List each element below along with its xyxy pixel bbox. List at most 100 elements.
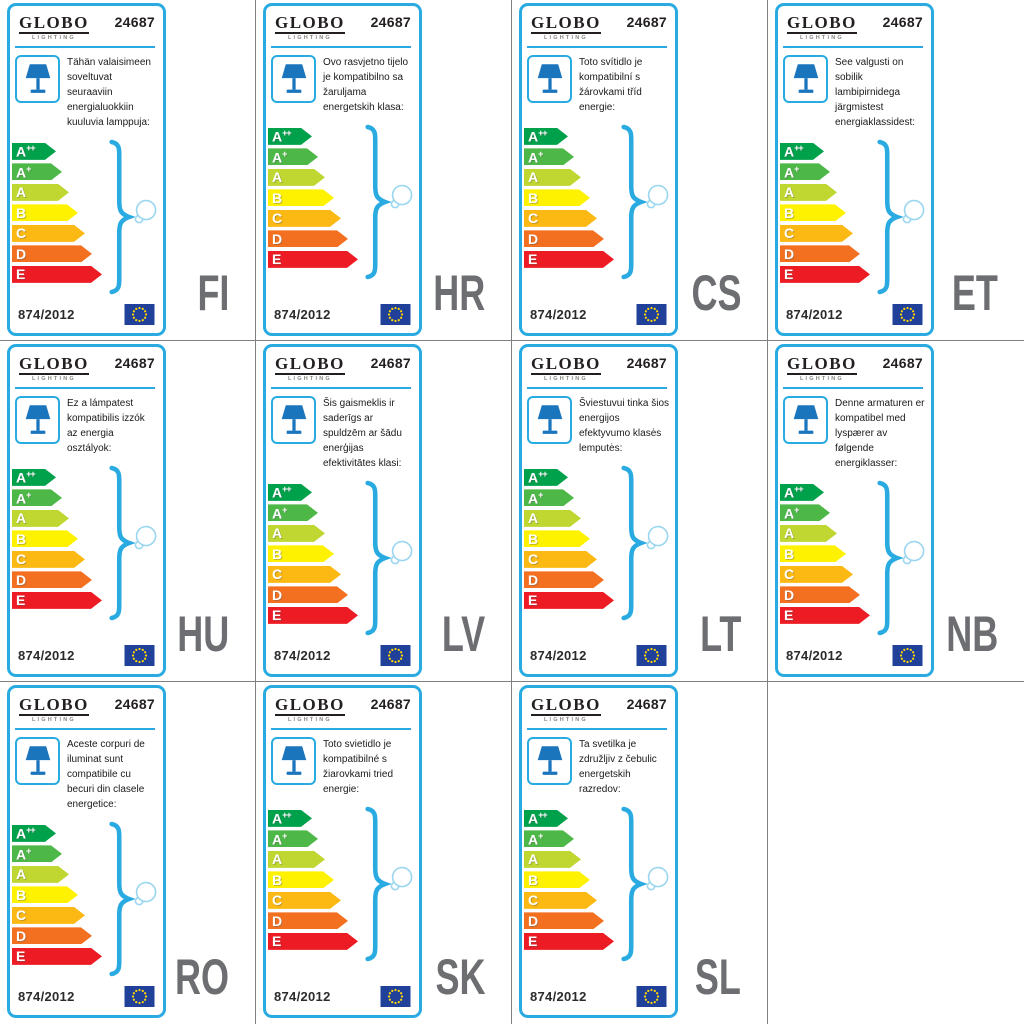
brand-subtitle: LIGHTING xyxy=(799,34,844,41)
eu-flag-icon xyxy=(636,304,667,325)
energy-class-arrow-a+: A+ xyxy=(780,504,830,521)
energy-class-arrows: A++ A+ A B C D E xyxy=(524,469,675,609)
energy-class-letter: B xyxy=(528,871,539,888)
energy-class-arrow-b: B xyxy=(780,204,846,221)
info-row: Denne armaturen er kompatibel med lyspær… xyxy=(778,389,931,471)
energy-class-letter: A xyxy=(16,184,27,201)
label-cell: GLOBO LIGHTING 24687 Ta svetilka xyxy=(512,682,768,1024)
energy-class-arrow-d: D xyxy=(12,571,92,588)
energy-class-letter: A++ xyxy=(528,128,547,145)
energy-class-arrow-a: A xyxy=(268,169,325,186)
label-cell: GLOBO LIGHTING 24687 Toto svietid xyxy=(256,682,512,1024)
compatibility-text: Ez a lámpatest kompatibilis izzók az ene… xyxy=(67,397,145,454)
curly-brace-icon xyxy=(109,821,136,977)
energy-class-letter: C xyxy=(272,566,283,583)
table-lamp-icon xyxy=(271,736,316,785)
energy-scale: A++ A+ A B C D E xyxy=(10,139,163,295)
energy-class-letter: A xyxy=(272,169,283,186)
brand-name: GLOBO xyxy=(275,695,345,716)
regulation-number: 874/2012 xyxy=(786,307,843,322)
energy-class-letter: A xyxy=(272,851,283,868)
language-code: NB xyxy=(946,606,998,662)
energy-class-letter: C xyxy=(16,551,27,568)
energy-class-letter: B xyxy=(16,530,27,547)
regulation-number: 874/2012 xyxy=(786,648,843,663)
energy-class-letter: A+ xyxy=(784,163,799,181)
energy-class-letter: A++ xyxy=(16,469,35,486)
energy-class-letter: B xyxy=(784,204,795,221)
energy-class-arrow-c: C xyxy=(268,210,341,227)
label-cell: GLOBO LIGHTING 24687 Toto svítidl xyxy=(512,0,768,341)
energy-class-arrow-a++: A++ xyxy=(12,469,56,486)
model-number: 24687 xyxy=(114,14,155,30)
brand-name: GLOBO xyxy=(19,13,89,34)
brand-subtitle: LIGHTING xyxy=(799,375,844,382)
energy-class-letter: A++ xyxy=(272,128,291,145)
energy-class-letter: C xyxy=(528,892,539,909)
energy-class-arrow-a++: A++ xyxy=(268,484,312,501)
energy-scale: A++ A+ A B C D E xyxy=(522,465,675,621)
curly-brace-icon xyxy=(621,465,648,621)
table-lamp-icon xyxy=(271,54,316,103)
table-lamp-icon xyxy=(783,54,828,103)
energy-class-arrow-b: B xyxy=(268,871,334,888)
energy-class-arrow-a++: A++ xyxy=(12,825,56,842)
energy-class-arrow-c: C xyxy=(268,892,341,909)
eu-flag-icon xyxy=(380,645,411,666)
energy-class-letter: A++ xyxy=(784,143,803,160)
header-divider xyxy=(271,727,411,730)
energy-label-card: GLOBO LIGHTING 24687 Ovo rasvjetn xyxy=(263,3,422,336)
energy-class-arrows: A++ A+ A B C D E xyxy=(12,825,163,965)
regulation-number: 874/2012 xyxy=(530,307,587,322)
energy-class-letter: C xyxy=(528,210,539,227)
energy-class-letter: A++ xyxy=(528,469,547,486)
energy-class-letter: A xyxy=(784,525,795,542)
energy-class-arrow-d: D xyxy=(524,571,604,588)
energy-class-letter: A+ xyxy=(272,148,287,166)
energy-class-arrows: A++ A+ A B C D E xyxy=(780,143,931,283)
regulation-number: 874/2012 xyxy=(18,648,75,663)
table-lamp-icon xyxy=(527,395,572,444)
energy-class-letter: A xyxy=(528,851,539,868)
energy-class-arrow-d: D xyxy=(268,912,348,929)
brand-name: GLOBO xyxy=(531,354,601,375)
bulb-icon xyxy=(134,525,157,550)
energy-class-letter: D xyxy=(528,571,539,588)
energy-class-arrow-a+: A+ xyxy=(524,148,574,165)
energy-class-letter: C xyxy=(16,225,27,242)
energy-class-arrow-e: E xyxy=(780,607,870,624)
curly-brace-icon xyxy=(365,124,392,280)
curly-brace-icon xyxy=(365,480,392,636)
label-cell: GLOBO LIGHTING 24687 Ez a lámpate xyxy=(0,341,256,682)
curly-brace-icon xyxy=(109,139,136,295)
energy-class-letter: B xyxy=(272,871,283,888)
language-code: ET xyxy=(951,265,998,321)
compatibility-text: See valgusti on sobilik lambipirnidega j… xyxy=(835,56,916,128)
bulb-icon xyxy=(646,866,669,891)
info-row: Šis gaismeklis ir saderīgs ar spuldzēm a… xyxy=(266,389,419,471)
label-header: GLOBO LIGHTING 24687 xyxy=(266,347,419,382)
model-number: 24687 xyxy=(882,14,923,30)
regulation-number: 874/2012 xyxy=(274,307,331,322)
energy-class-letter: A xyxy=(16,510,27,527)
energy-class-arrow-a++: A++ xyxy=(12,143,56,160)
energy-class-arrow-d: D xyxy=(524,230,604,247)
energy-class-arrow-c: C xyxy=(12,551,85,568)
energy-class-arrow-b: B xyxy=(524,530,590,547)
info-row: Tähän valaisimeen soveltuvat seuraaviin … xyxy=(10,48,163,130)
energy-class-letter: A++ xyxy=(272,810,291,827)
language-code: RO xyxy=(175,949,229,1005)
label-footer: 874/2012 xyxy=(522,304,675,333)
label-header: GLOBO LIGHTING 24687 xyxy=(522,347,675,382)
energy-class-letter: E xyxy=(16,592,26,609)
info-row: Šviestuvui tinka šios energijos efektyvu… xyxy=(522,389,675,456)
energy-class-arrow-a+: A+ xyxy=(12,845,62,862)
info-row: Ez a lámpatest kompatibilis izzók az ene… xyxy=(10,389,163,456)
energy-scale: A++ A+ A B C D E xyxy=(778,139,931,295)
header-divider xyxy=(527,386,667,389)
curly-brace-icon xyxy=(877,139,904,295)
energy-class-letter: B xyxy=(16,204,27,221)
energy-class-arrow-b: B xyxy=(12,530,78,547)
energy-scale: A++ A+ A B C D E xyxy=(522,124,675,280)
